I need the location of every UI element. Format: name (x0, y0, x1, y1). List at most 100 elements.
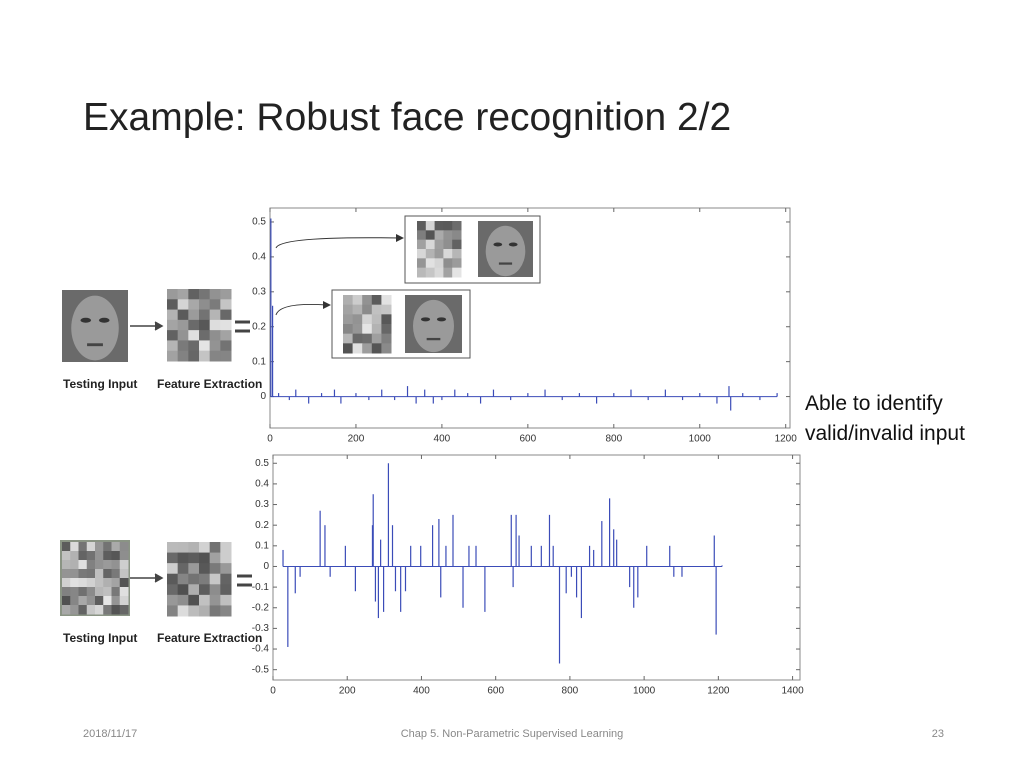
feature-pixel (188, 289, 200, 300)
feature-pixel (167, 542, 179, 554)
feature-pixel (177, 563, 189, 575)
feature-pixel (220, 319, 232, 331)
feature-pixel (103, 560, 112, 570)
y-tick-label: 0.2 (255, 520, 269, 531)
feature-pixel (199, 299, 211, 311)
feature-pixel (434, 230, 444, 241)
feature-pixel (167, 299, 179, 311)
feature-pixel (188, 605, 200, 617)
feature-pixel (199, 552, 211, 564)
feature-pixel (199, 319, 211, 331)
feature-pixel (111, 551, 121, 561)
feature-pixel (167, 552, 179, 564)
feature-pixel (199, 584, 211, 596)
feature-pixel (78, 551, 88, 561)
feature-pixel (199, 289, 211, 300)
feature-pixel (95, 569, 104, 579)
feature-pixel (177, 594, 189, 606)
y-tick-label: 0 (260, 391, 266, 402)
feature-pixel (86, 569, 96, 579)
feature-pixel (177, 584, 189, 596)
feature-pixel (86, 551, 96, 561)
feature-pixel (343, 314, 354, 325)
feature-pixel (220, 299, 232, 311)
face-eye (98, 317, 110, 323)
feature-pixel (425, 267, 436, 278)
feature-pixel (62, 551, 71, 561)
feature-pixel (111, 578, 121, 588)
feature-pixel (177, 542, 189, 554)
x-tick-label: 600 (520, 434, 537, 445)
feature-pixel (119, 542, 129, 552)
feature-pixel (425, 230, 436, 241)
note-line: Able to identify (805, 392, 943, 415)
feature-pixel (452, 249, 462, 259)
feature-pixel (352, 314, 363, 325)
feature-pixel (70, 569, 79, 579)
feature-pixel (177, 552, 189, 564)
feature-pixel (209, 552, 221, 564)
feature-pixel (220, 584, 232, 596)
feature-pixel (209, 584, 221, 596)
feature-pixel (209, 299, 221, 311)
feature-pixel (177, 309, 189, 321)
feature-pixel (167, 563, 179, 575)
feature-pixel (371, 295, 382, 306)
feature-pixel (177, 605, 189, 617)
feature-pixel (209, 330, 221, 341)
feature-pixel (62, 605, 71, 615)
x-tick-label: 1400 (781, 686, 804, 697)
feature-pixel (70, 578, 79, 588)
inset-arrow (275, 237, 401, 249)
feature-pixel (352, 333, 363, 344)
feature-pixel (343, 343, 354, 354)
feature-pixel (343, 304, 354, 315)
figure-label: Testing Input (63, 377, 137, 391)
feature-pixel (371, 333, 382, 344)
insets (275, 215, 541, 359)
feature-pixel (199, 563, 211, 575)
feature-pixel (119, 560, 129, 570)
feature-pixel (95, 542, 104, 552)
feature-pixel (381, 314, 392, 325)
feature-pixel (188, 330, 200, 341)
feature-pixel (417, 249, 427, 259)
feature-pixel (177, 573, 189, 585)
feature-pixel (177, 330, 189, 341)
feature-pixel (103, 551, 112, 561)
feature-pixel (70, 551, 79, 561)
inset-arrowhead (323, 301, 331, 309)
feature-pixel (78, 569, 88, 579)
feature-pixel (78, 560, 88, 570)
feature-pixel (220, 552, 232, 564)
feature-pixel (167, 594, 179, 606)
charts: 0 0.1 0.2 0.3 0.4 0.5 0 200 400 600 800 1000 1200 -0.… (252, 207, 804, 697)
feature-pixel (425, 221, 436, 231)
feature-pixel (209, 542, 221, 554)
feature-pixel (352, 343, 363, 354)
feature-pixel (209, 309, 221, 321)
feature-pixel (103, 587, 112, 597)
feature-pixel (119, 596, 129, 606)
feature-pixel (209, 340, 221, 352)
y-tick-label: 0.1 (255, 540, 269, 551)
x-tick-label: 0 (270, 686, 276, 697)
feature-pixel (86, 596, 96, 606)
feature-pixel (188, 552, 200, 564)
feature-pixel (343, 333, 354, 344)
feature-pixel (177, 289, 189, 300)
feature-pixel (188, 299, 200, 311)
feature-pixel (119, 578, 129, 588)
feature-pixel (362, 304, 373, 315)
feature-pixel (188, 563, 200, 575)
feature-pixel (209, 573, 221, 585)
feature-pixel (199, 542, 211, 554)
feature-pixel (452, 230, 462, 241)
feature-pixel (111, 569, 121, 579)
feature-pixel (452, 239, 462, 250)
feature-pixel (86, 578, 96, 588)
feature-pixel (352, 295, 363, 306)
feature-pixel (95, 587, 104, 597)
figure-arrows (130, 320, 252, 587)
y-tick-label: 0.5 (252, 217, 266, 228)
